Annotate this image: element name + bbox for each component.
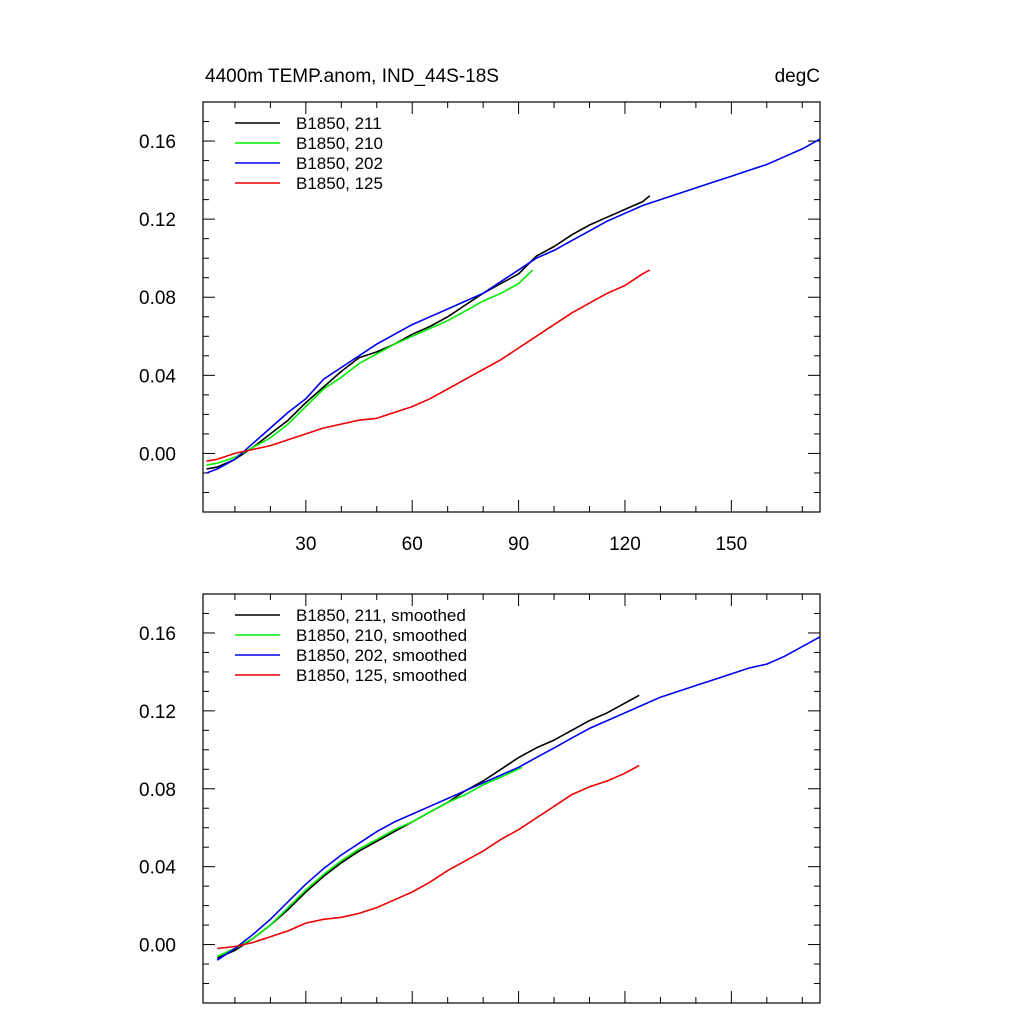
- y-tick-label: 0.08: [139, 780, 176, 801]
- x-tick-label: 90: [508, 534, 529, 555]
- legend-label: B1850, 211: [296, 114, 382, 133]
- top-panel: 4400m TEMP.anom, IND_44S-18S degC 30 60 90…: [139, 66, 821, 555]
- legend-label: B1850, 125: [296, 174, 383, 193]
- legend-label: B1850, 202, smoothed: [296, 646, 467, 665]
- series-line: [206, 269, 651, 462]
- y-tick-label: 0.00: [139, 936, 176, 957]
- bottom-panel: 0.00 0.04 0.08 0.12 0.16 B1850, 211, smoothed…: [139, 593, 821, 1004]
- series-line: [206, 138, 821, 474]
- y-tick-label: 0.12: [139, 210, 176, 231]
- x-tick-label: 30: [295, 534, 316, 555]
- series-line: [216, 766, 523, 958]
- series-line: [216, 636, 821, 961]
- legend-label: B1850, 125, smoothed: [296, 666, 467, 685]
- legend-label: B1850, 202: [296, 154, 383, 173]
- series-line: [206, 269, 534, 466]
- series-line: [206, 195, 651, 470]
- y-tick-label: 0.04: [139, 366, 176, 387]
- y-tick-label: 0.12: [139, 702, 176, 723]
- y-tick-label: 0.16: [139, 624, 176, 645]
- series-line: [216, 694, 640, 959]
- y-tick-label: 0.16: [139, 132, 176, 153]
- top-title-left: 4400m TEMP.anom, IND_44S-18S: [205, 66, 499, 87]
- x-tick-label: 60: [402, 534, 423, 555]
- legend-label: B1850, 211, smoothed: [296, 606, 466, 625]
- legend-label: B1850, 210, smoothed: [296, 626, 467, 645]
- top-title-right: degC: [775, 66, 820, 87]
- x-tick-label: 120: [609, 534, 641, 555]
- top-plot: 30 60 90 120 150 0.00 0.04 0.08 0.12 0.16 B1850, 2…: [139, 101, 821, 555]
- series-line: [217, 764, 640, 950]
- y-tick-label: 0.00: [139, 444, 176, 465]
- x-tick-label: 150: [715, 534, 747, 555]
- bottom-plot: 0.00 0.04 0.08 0.12 0.16 B1850, 211, smoothed…: [139, 593, 821, 1004]
- legend-label: B1850, 210: [296, 134, 383, 153]
- plot-frame: [202, 101, 821, 513]
- y-tick-label: 0.04: [139, 858, 176, 879]
- plot-frame: [202, 593, 821, 1004]
- y-tick-label: 0.08: [139, 288, 176, 309]
